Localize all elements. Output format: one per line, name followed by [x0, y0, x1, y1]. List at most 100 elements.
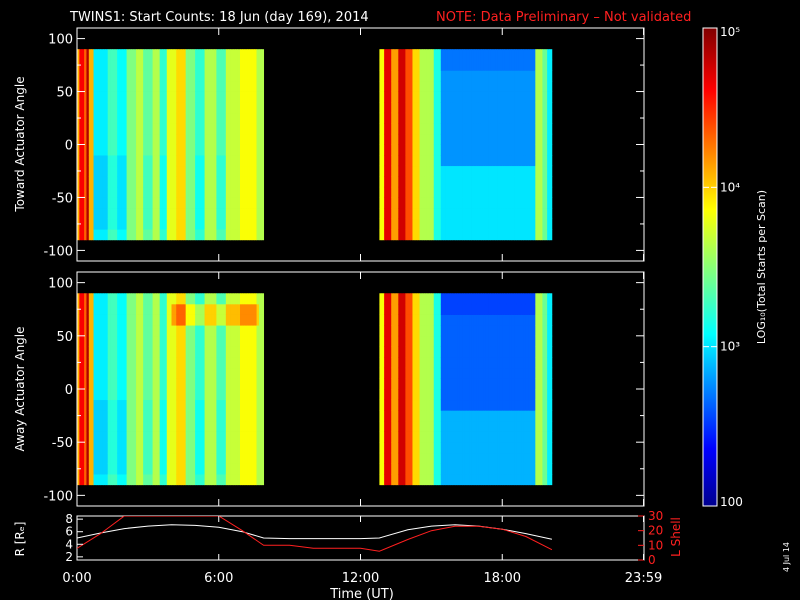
heatmap-cell: [206, 314, 210, 326]
heatmap-cell: [124, 335, 128, 347]
heatmap-cell: [417, 346, 420, 358]
heatmap-cell: [445, 420, 449, 432]
heatmap-cell: [381, 442, 385, 454]
heatmap-cell: [228, 123, 231, 135]
heatmap-cell: [121, 112, 125, 124]
heatmap-cell: [414, 431, 418, 443]
heatmap-cell: [452, 346, 456, 358]
heatmap-cell: [117, 49, 120, 61]
heatmap-cell: [79, 208, 83, 220]
heatmap-cell: [190, 410, 194, 422]
heatmap-cell: [447, 123, 451, 135]
heatmap-cell: [77, 367, 80, 379]
heatmap-cell: [133, 91, 137, 103]
heatmap-cell: [133, 303, 137, 315]
heatmap-cell: [445, 293, 449, 305]
heatmap-cell: [419, 357, 423, 369]
heatmap-cell: [202, 474, 205, 486]
heatmap-cell: [521, 197, 524, 209]
heatmap-cell: [114, 452, 118, 464]
heatmap-cell: [495, 112, 498, 124]
heatmap-cell: [204, 112, 208, 124]
heatmap-cell: [447, 102, 451, 114]
heatmap-cell: [190, 218, 194, 230]
heatmap-cell: [117, 410, 120, 422]
heatmap-cell: [542, 208, 546, 220]
heatmap-cell: [107, 420, 111, 432]
heatmap-cell: [119, 389, 123, 401]
heatmap-cell: [464, 463, 468, 475]
heatmap-cell: [214, 176, 217, 188]
heatmap-cell: [537, 133, 541, 145]
heatmap-cell: [140, 91, 144, 103]
heatmap-cell: [173, 208, 177, 220]
heatmap-cell: [466, 102, 470, 114]
heatmap-cell: [436, 303, 439, 315]
heatmap-cell: [476, 474, 480, 486]
heatmap-cell: [480, 357, 484, 369]
heatmap-cell: [91, 410, 94, 422]
heatmap-cell: [426, 70, 430, 82]
heatmap-cell: [530, 133, 534, 145]
heatmap-cell: [178, 165, 182, 177]
heatmap-cell: [77, 91, 80, 103]
heatmap-cell: [237, 112, 241, 124]
heatmap-cell: [473, 70, 477, 82]
heatmap-cell: [230, 80, 234, 92]
heatmap-cell: [459, 186, 463, 198]
heatmap-cell: [157, 165, 161, 177]
heatmap-cell: [464, 91, 468, 103]
heatmap-cell: [199, 197, 203, 209]
heatmap-cell: [438, 303, 442, 315]
heatmap-cell: [136, 420, 139, 432]
heatmap-cell: [256, 335, 260, 347]
heatmap-cell: [490, 80, 494, 92]
heatmap-cell: [216, 123, 220, 135]
heatmap-cell: [544, 197, 548, 209]
heatmap-cell: [107, 229, 111, 241]
heatmap-cell: [251, 133, 255, 145]
heatmap-cell: [488, 91, 491, 103]
heatmap-cell: [499, 165, 503, 177]
heatmap-cell: [171, 293, 175, 305]
heatmap-cell: [77, 80, 80, 92]
heatmap-cell: [516, 123, 520, 135]
heatmap-cell: [173, 155, 177, 167]
heatmap-cell: [254, 474, 257, 486]
heatmap-cell: [157, 474, 161, 486]
heatmap-cell: [471, 197, 475, 209]
heatmap-cell: [405, 102, 409, 114]
heatmap-cell: [117, 155, 120, 167]
heatmap-cell: [535, 176, 539, 188]
heatmap-cell: [240, 59, 243, 71]
heatmap-cell: [221, 218, 224, 230]
heatmap-cell: [483, 197, 487, 209]
heatmap-cell: [459, 80, 463, 92]
heatmap-cell: [192, 155, 196, 167]
heatmap-cell: [79, 474, 83, 486]
heatmap-cell: [251, 314, 255, 326]
heatmap-cell: [419, 208, 423, 220]
heatmap-cell: [244, 186, 248, 198]
heatmap-cell: [84, 303, 87, 315]
heatmap-cell: [521, 133, 524, 145]
heatmap-cell: [136, 389, 139, 401]
heatmap-cell: [230, 70, 234, 82]
heatmap-cell: [176, 303, 179, 315]
heatmap-cell: [400, 208, 404, 220]
heatmap-cell: [79, 102, 83, 114]
heatmap-cell: [138, 133, 142, 145]
heatmap-cell: [88, 367, 92, 379]
heatmap-cell: [190, 112, 194, 124]
heatmap-cell: [183, 176, 187, 188]
heatmap-cell: [98, 218, 102, 230]
heatmap-cell: [126, 70, 130, 82]
heatmap-cell: [192, 389, 196, 401]
heatmap-cell: [188, 303, 191, 315]
heatmap-cell: [124, 442, 128, 454]
heatmap-cell: [476, 91, 480, 103]
heatmap-cell: [445, 165, 449, 177]
heatmap-cell: [256, 399, 260, 411]
heatmap-cell: [199, 144, 203, 156]
